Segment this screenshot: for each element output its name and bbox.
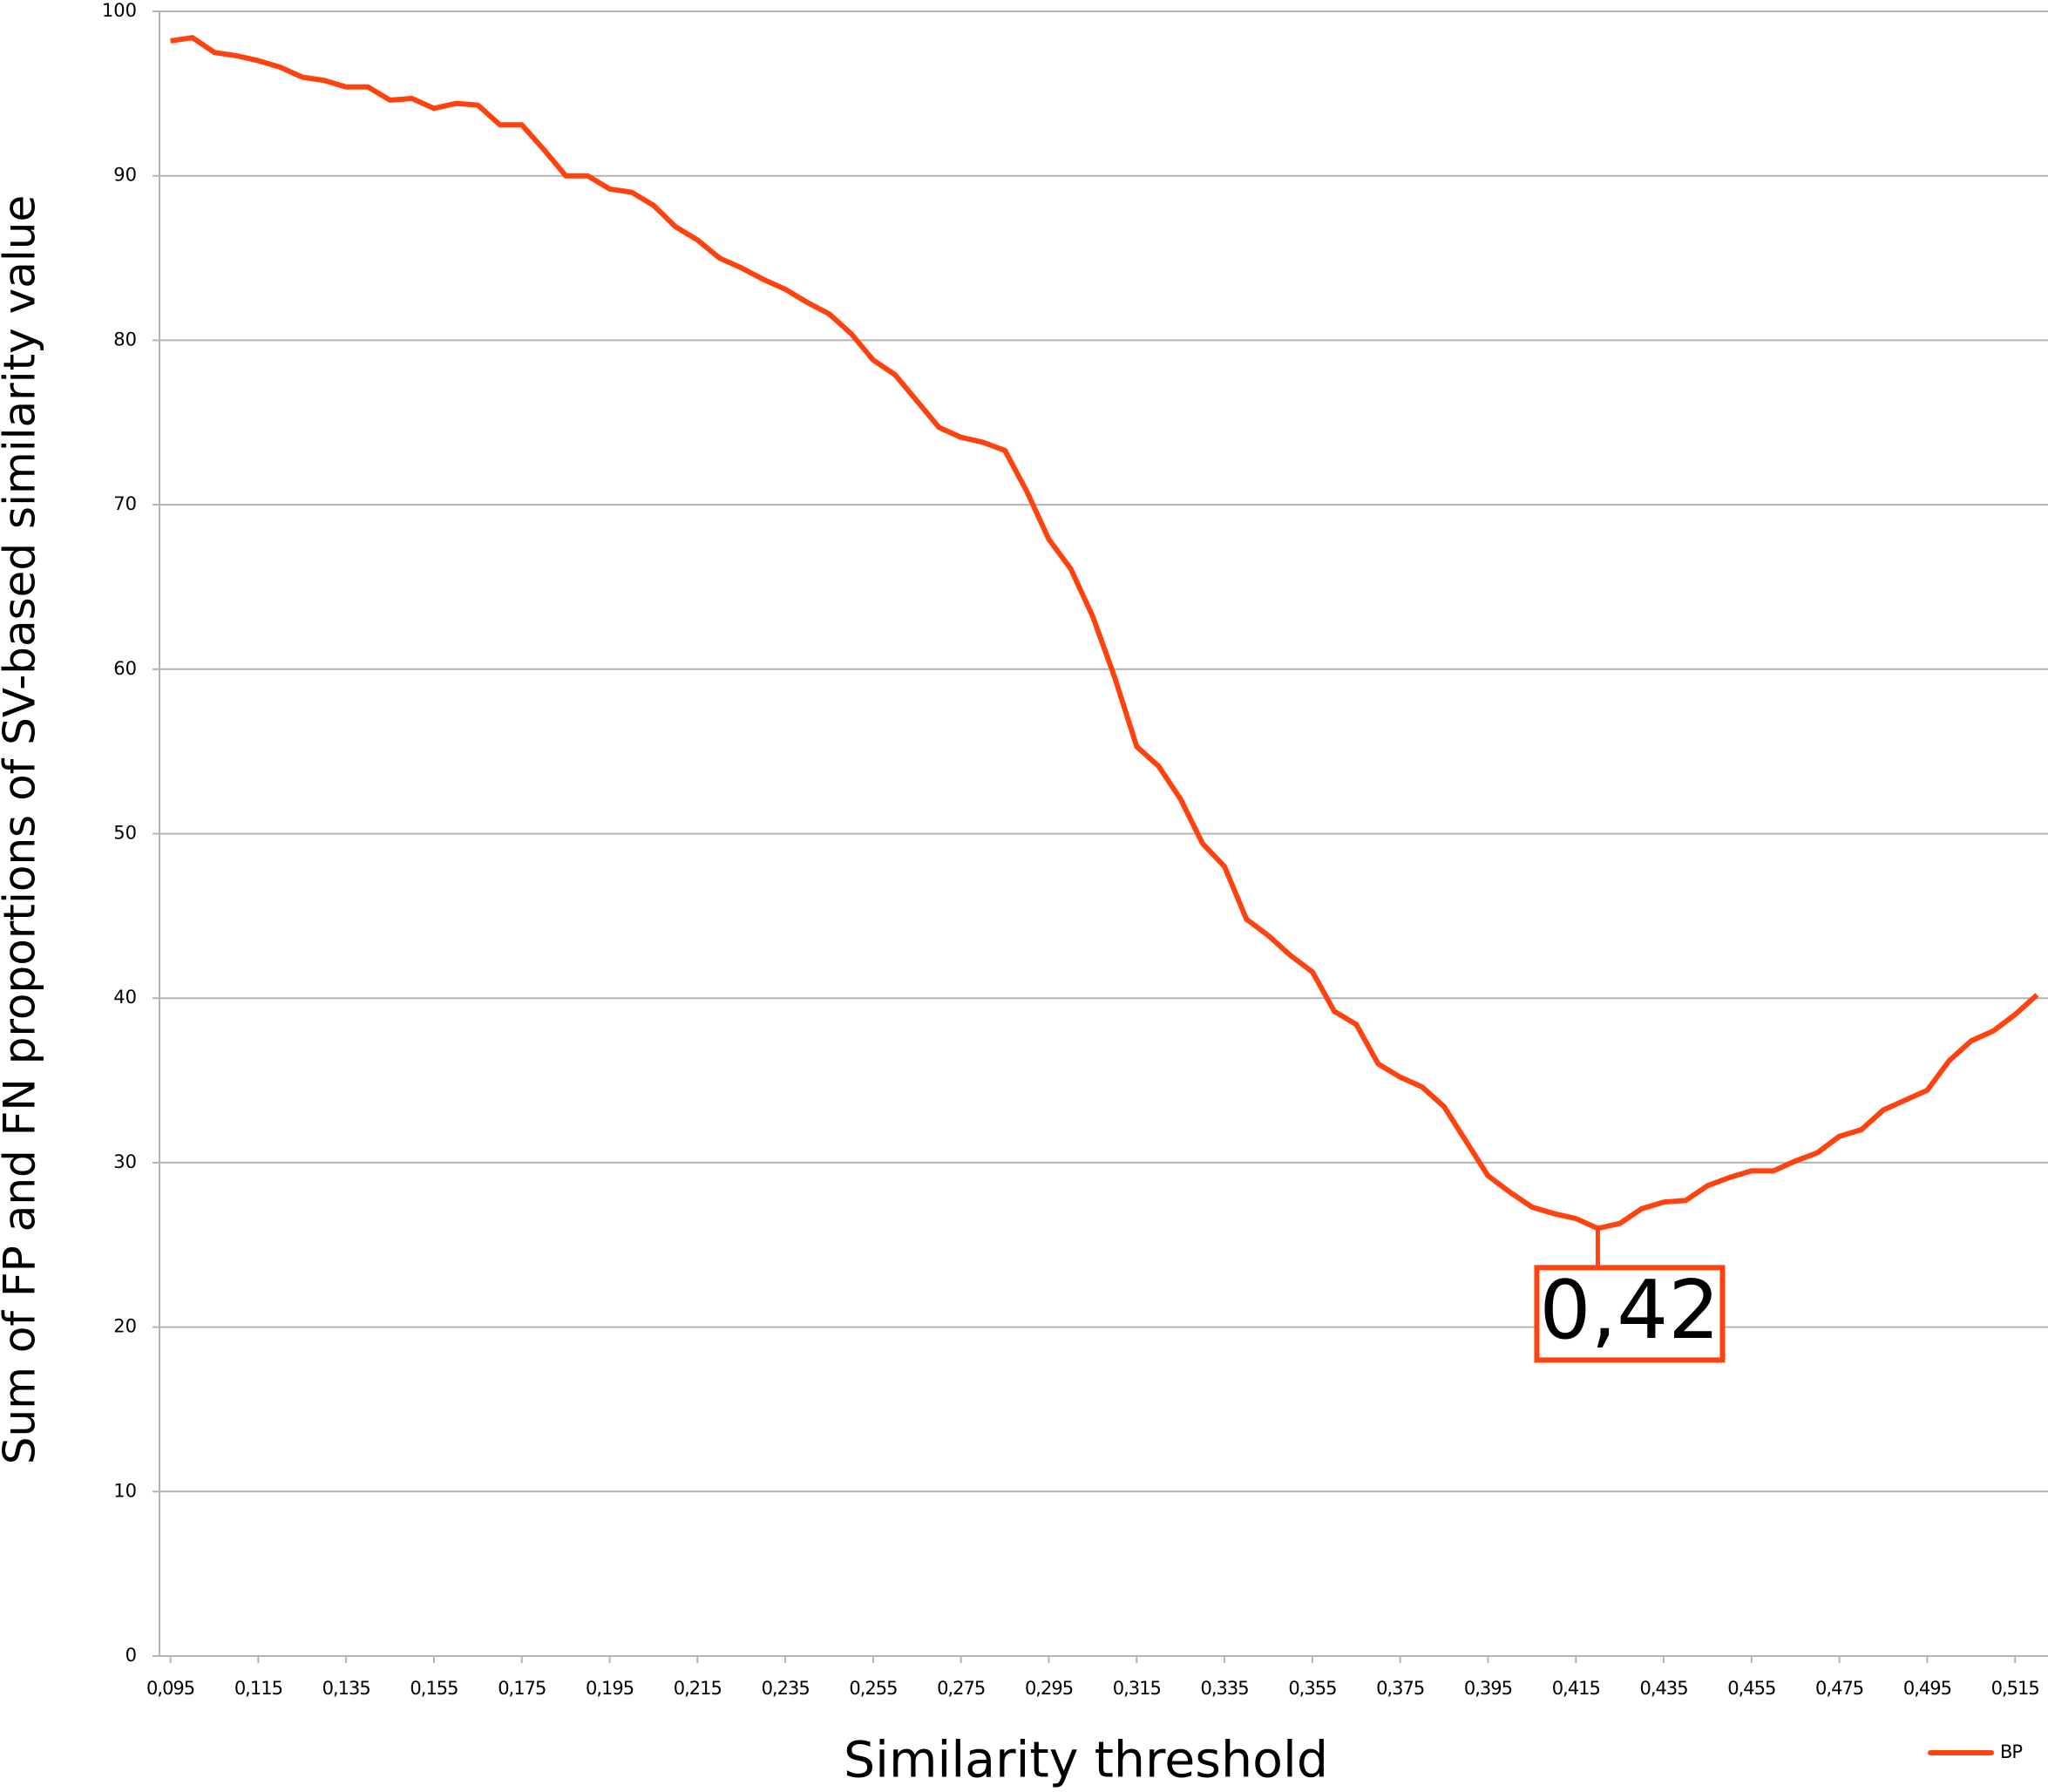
x-tick-label: 0,415 — [1552, 1678, 1600, 1699]
x-tick-label: 0,275 — [937, 1678, 985, 1699]
y-tick-label: 40 — [113, 987, 137, 1008]
y-tick-label: 70 — [113, 493, 137, 514]
x-tick-label: 0,375 — [1376, 1678, 1424, 1699]
x-tick-label: 0,335 — [1201, 1678, 1249, 1699]
y-tick-label: 0 — [125, 1645, 137, 1666]
y-tick-label: 10 — [113, 1480, 137, 1501]
y-tick-label: 90 — [113, 165, 137, 186]
x-tick-label: 0,355 — [1288, 1678, 1336, 1699]
x-tick-label: 0,295 — [1025, 1678, 1073, 1699]
y-tick-label: 100 — [102, 0, 137, 21]
x-tick-label: 0,455 — [1727, 1678, 1775, 1699]
x-tick-label: 0,195 — [586, 1678, 634, 1699]
x-tick-label: 0,255 — [849, 1678, 897, 1699]
x-tick-label: 0,435 — [1639, 1678, 1687, 1699]
x-tick-label: 0,395 — [1464, 1678, 1512, 1699]
x-tick-label: 0,115 — [234, 1678, 282, 1699]
x-tick-label: 0,095 — [146, 1678, 194, 1699]
annotation-box — [1534, 1265, 1726, 1363]
y-axis-title: Sum of FP and FN proportions of SV-based… — [0, 195, 45, 1464]
y-tick-label: 50 — [113, 823, 137, 844]
x-axis-title: Similarity threshold — [844, 1732, 1328, 1789]
line-series — [170, 35, 2039, 1232]
y-tick-label: 20 — [113, 1316, 137, 1337]
x-tick-label: 0,475 — [1815, 1678, 1863, 1699]
y-tick-label: 80 — [113, 329, 137, 350]
x-tick-label: 0,135 — [322, 1678, 370, 1699]
annotation-label: 0,42 — [1539, 1263, 1719, 1357]
x-tick-label: 0,235 — [762, 1678, 810, 1699]
legend-label: BP — [2000, 1741, 2022, 1762]
y-tick-label: 30 — [113, 1151, 137, 1172]
x-tick-label: 0,495 — [1903, 1678, 1951, 1699]
x-tick-label: 0,215 — [674, 1678, 722, 1699]
x-tick-label: 0,155 — [410, 1678, 458, 1699]
x-tick-label: 0,315 — [1113, 1678, 1161, 1699]
x-tick-label: 0,515 — [1991, 1678, 2039, 1699]
y-tick-label: 60 — [113, 658, 137, 679]
x-tick-label: 0,175 — [498, 1678, 546, 1699]
